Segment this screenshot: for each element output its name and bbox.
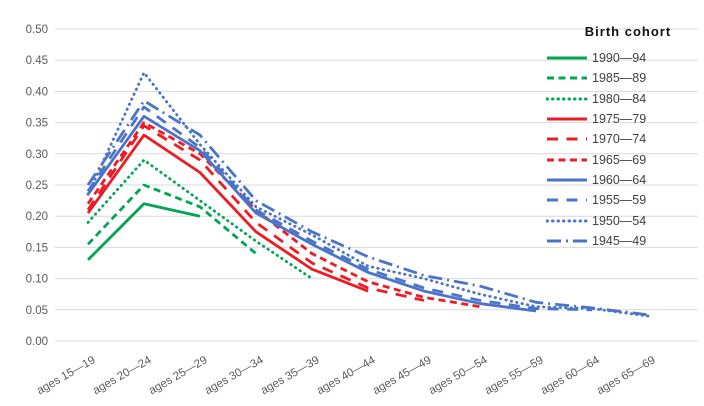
legend-entry-label: 1985—89 xyxy=(592,71,647,86)
legend-entry-label: 1970—74 xyxy=(592,132,647,147)
legend-entry: 1960—64 xyxy=(546,170,696,190)
y-tick-label: 0.20 xyxy=(26,211,48,223)
legend-entry-label: 1945—49 xyxy=(592,233,647,248)
legend-line-sample xyxy=(546,219,588,223)
series-line-1965-69 xyxy=(86,121,481,309)
x-tick-label: ages 40—44 xyxy=(315,354,378,397)
x-tick-label: ages 55—59 xyxy=(483,354,545,397)
series-line-1985-89 xyxy=(86,183,257,255)
y-tick-label: 0.30 xyxy=(26,149,48,161)
legend-entry: 1955—59 xyxy=(546,190,696,210)
x-tick-label: ages 35—39 xyxy=(259,354,321,397)
legend-line-sample xyxy=(547,198,587,202)
legend-entry: 1945—49 xyxy=(546,231,696,251)
y-tick-label: 0.35 xyxy=(26,118,48,130)
legend-line-sample xyxy=(547,56,587,60)
legend-entry: 1950—54 xyxy=(546,210,696,230)
y-tick-label: 0.15 xyxy=(26,242,48,254)
chart-legend: Birth cohort 1990—94 1985—89 1980—84 1975—7… xyxy=(546,24,696,251)
x-tick-label: ages 20—24 xyxy=(91,354,154,397)
legend-entry: 1970—74 xyxy=(546,129,696,149)
legend-line-sample xyxy=(547,239,587,243)
legend-entry-label: 1975—79 xyxy=(592,112,647,127)
series-line-1970-74 xyxy=(86,124,425,302)
x-tick-label: ages 50—54 xyxy=(427,354,490,397)
legend-line-sample xyxy=(547,117,587,121)
legend-entry: 1965—69 xyxy=(546,149,696,169)
series-line-1975-79 xyxy=(86,133,369,293)
legend-entry: 1990—94 xyxy=(546,48,696,68)
series-line-1980-84 xyxy=(86,158,314,281)
series-line-1950-54 xyxy=(86,71,650,318)
x-tick-label: ages 60—64 xyxy=(539,354,602,397)
legend-entry-label: 1955—59 xyxy=(592,193,647,208)
x-tick-label: ages 45—49 xyxy=(371,354,433,397)
legend-entry-label: 1980—84 xyxy=(592,91,647,106)
x-tick-label: ages 15—19 xyxy=(35,354,97,397)
legend-line-sample xyxy=(547,178,587,182)
y-tick-label: 0.50 xyxy=(26,24,48,36)
y-tick-label: 0.00 xyxy=(26,336,48,348)
legend-entries: 1990—94 1985—89 1980—84 1975—79 1970—74 1965—… xyxy=(546,48,696,251)
x-tick-label: ages 30—34 xyxy=(203,354,266,397)
y-tick-label: 0.45 xyxy=(26,55,48,67)
x-tick-label: ages 25—29 xyxy=(147,354,209,397)
series-line-1960-64 xyxy=(86,114,537,313)
legend-entry-label: 1950—54 xyxy=(592,213,647,228)
y-tick-label: 0.25 xyxy=(26,180,48,192)
legend-entry-label: 1965—69 xyxy=(592,152,647,167)
x-tick-label: ages 65—69 xyxy=(595,354,657,397)
legend-entry: 1975—79 xyxy=(546,109,696,129)
legend-title: Birth cohort xyxy=(584,24,672,39)
legend-entry: 1980—84 xyxy=(546,89,696,109)
legend-entry-label: 1960—64 xyxy=(592,172,647,187)
legend-line-sample xyxy=(547,76,587,80)
y-tick-label: 0.40 xyxy=(26,86,48,98)
legend-line-sample xyxy=(546,97,588,101)
legend-entry: 1985—89 xyxy=(546,68,696,88)
series-line-1990-94 xyxy=(87,202,201,261)
y-tick-label: 0.05 xyxy=(26,305,48,317)
legend-entry-label: 1990—94 xyxy=(592,51,647,66)
y-tick-label: 0.10 xyxy=(26,274,48,286)
legend-line-sample xyxy=(547,158,587,162)
legend-line-sample xyxy=(547,137,587,141)
